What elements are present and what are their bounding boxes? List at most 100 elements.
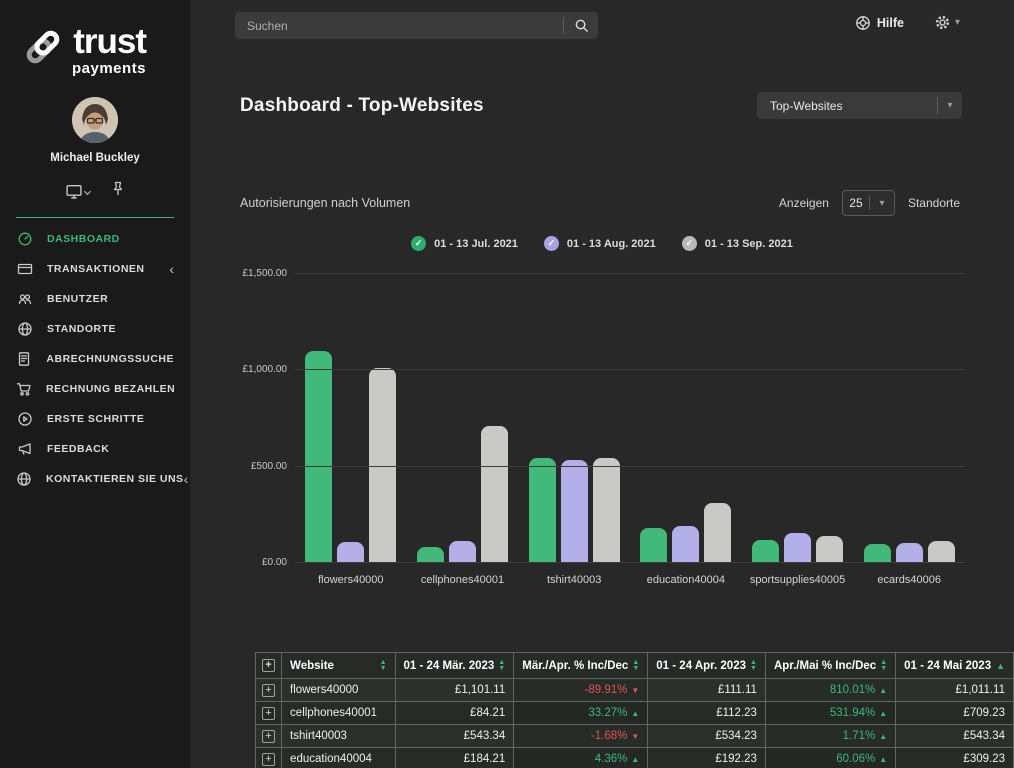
pin-button[interactable]: [110, 180, 126, 202]
table-row[interactable]: + tshirt40003 £543.34 -1.68% ▼ £534.23 1.71% ▲ £…: [254, 724, 1014, 748]
bar[interactable]: [369, 368, 397, 563]
bar-group: [518, 274, 630, 563]
bar[interactable]: [528, 458, 556, 563]
cart-icon: [16, 381, 32, 398]
sidebar-item-benutzer[interactable]: BENUTZER: [0, 284, 190, 314]
bar-group: [295, 274, 407, 563]
chevron-down-icon: ▾: [879, 197, 885, 209]
amount-cell: £1,101.11: [394, 678, 515, 702]
search-button[interactable]: [564, 12, 598, 39]
legend-item-jul[interactable]: ✓ 01 - 13 Jul. 2021: [411, 236, 518, 251]
page-size-select[interactable]: 25 ▾: [841, 190, 895, 216]
bar[interactable]: [784, 533, 812, 563]
sidebar-item-standorte[interactable]: STANDORTE: [0, 314, 190, 344]
logo-text-payments: payments: [72, 59, 147, 77]
y-axis-tick: £500.00: [250, 460, 287, 472]
bar[interactable]: [752, 539, 780, 563]
view-select[interactable]: Top-Websites ▾: [757, 92, 962, 119]
gridline: £1,500.00: [243, 268, 965, 279]
column-header-apr-mai-pct[interactable]: Apr./Mai % Inc/Dec ▲ ▼: [764, 652, 897, 679]
category-label: cellphones40001: [420, 574, 505, 586]
table-row[interactable]: + education40004 £184.21 4.36% ▲ £192.23 60.06…: [254, 747, 1014, 768]
y-axis-tick: £1,500.00: [242, 268, 288, 279]
expand-row-button[interactable]: +: [262, 683, 276, 697]
chevron-left-icon: ‹: [169, 261, 174, 277]
bar-group: [407, 274, 519, 563]
bar-groups: [295, 274, 965, 563]
bar[interactable]: [704, 503, 732, 563]
bar[interactable]: [449, 541, 476, 563]
sidebar-item-kontaktieren-sie-uns[interactable]: KONTAKTIEREN SIE UNS ‹: [0, 464, 190, 494]
display-mode-button[interactable]: [65, 183, 91, 200]
bar[interactable]: [417, 546, 444, 563]
amount-cell: £534.23: [647, 724, 766, 748]
transactions-icon: [16, 261, 33, 278]
chart-legend: ✓ 01 - 13 Jul. 2021 ✓ 01 - 13 Aug. 2021 …: [190, 236, 1014, 251]
search-input[interactable]: [235, 18, 563, 33]
expand-row-button[interactable]: +: [262, 752, 276, 766]
user-name: Michael Buckley: [50, 152, 140, 164]
bar[interactable]: [560, 460, 588, 563]
bar-group: [853, 274, 965, 563]
users-icon: [16, 291, 33, 308]
expand-all-button[interactable]: +: [262, 659, 276, 672]
bar[interactable]: [640, 527, 668, 563]
expand-row-button[interactable]: +: [262, 729, 276, 743]
column-header-mai-2023[interactable]: 01 - 24 Mai 2023 ▲: [895, 652, 1014, 679]
category-label: education40004: [646, 574, 725, 586]
bar[interactable]: [305, 350, 333, 563]
sort-icon: ▲ ▼: [379, 659, 387, 672]
pin-icon: [113, 181, 122, 196]
table-header-row: + Website ▲ ▼ 01 - 24 Mär. 2023 ▲ ▼ Mär./Apr…: [254, 652, 1014, 679]
chevron-down-icon: [83, 187, 91, 195]
percent-cell: 4.36% ▲: [513, 747, 649, 768]
chart-title: Autorisierungen nach Volumen: [240, 196, 411, 210]
sort-icon: ▲ ▼: [498, 659, 506, 672]
bar[interactable]: [895, 543, 923, 563]
sidebar-item-feedback[interactable]: FEEDBACK: [0, 434, 190, 464]
legend-item-sep[interactable]: ✓ 01 - 13 Sep. 2021: [681, 236, 793, 251]
column-header-website[interactable]: Website ▲ ▼: [281, 652, 396, 679]
amount-cell: £111.11: [647, 678, 766, 702]
table-row[interactable]: + cellphones40001 £84.21 33.27% ▲ £112.23 531.…: [254, 701, 1014, 725]
column-header-mar-apr-pct[interactable]: Mär./Apr. % Inc/Dec ▲ ▼: [513, 652, 649, 679]
sidebar-item-abrechnungssuche[interactable]: ABRECHNUNGSSUCHE: [0, 344, 190, 374]
settings-button[interactable]: ▾: [934, 14, 960, 31]
avatar[interactable]: [72, 97, 118, 143]
bar[interactable]: [863, 543, 891, 563]
monitor-icon: [65, 184, 82, 199]
chart-plot: £1,500.00 £1,000.00 £500.00 £0.00: [243, 268, 965, 568]
bar[interactable]: [592, 458, 620, 563]
bar[interactable]: [672, 525, 700, 563]
help-button[interactable]: Hilfe: [855, 15, 904, 31]
amount-cell: £543.34: [394, 724, 515, 748]
category-label: ecards40006: [877, 574, 941, 586]
column-header-apr-2023[interactable]: 01 - 24 Apr. 2023 ▲ ▼: [647, 652, 766, 679]
websites-table: + Website ▲ ▼ 01 - 24 Mär. 2023 ▲ ▼ Mär./Apr…: [254, 652, 1014, 768]
sidebar: trust payments Michael Buckley: [0, 0, 190, 768]
bar-group: [742, 274, 854, 563]
sort-icon: ▲ ▼: [880, 659, 888, 672]
search-icon: [575, 19, 588, 32]
check-icon: ✓: [543, 236, 559, 251]
sidebar-item-transaktionen[interactable]: TRANSAKTIONEN ‹: [0, 254, 190, 284]
column-header-mar-2023[interactable]: 01 - 24 Mär. 2023 ▲ ▼: [394, 652, 515, 679]
bar[interactable]: [337, 541, 365, 563]
main-content: Hilfe ▾ Dashboard - Top-Websites Top-Web…: [190, 0, 1014, 768]
chevron-down-icon: ▾: [947, 100, 953, 111]
amount-cell: £709.23: [895, 701, 1014, 725]
expand-row-button[interactable]: +: [262, 706, 276, 720]
category-label: flowers40000: [318, 574, 384, 586]
legend-item-aug[interactable]: ✓ 01 - 13 Aug. 2021: [543, 236, 656, 251]
sidebar-item-rechnung-bezahlen[interactable]: RECHNUNG BEZAHLEN: [0, 374, 190, 404]
bar[interactable]: [816, 536, 844, 563]
bar[interactable]: [481, 426, 508, 563]
website-cell: tshirt40003: [281, 724, 396, 748]
website-cell: education40004: [281, 747, 396, 768]
sidebar-item-dashboard[interactable]: DASHBOARD: [0, 224, 190, 254]
bar[interactable]: [927, 540, 955, 563]
table-row[interactable]: + flowers40000 £1,101.11 -89.91% ▼ £111.11 810…: [254, 678, 1014, 702]
percent-cell: 810.01% ▲: [764, 678, 897, 702]
sidebar-item-erste-schritte[interactable]: ERSTE SCHRITTE: [0, 404, 190, 434]
help-icon: [856, 15, 870, 30]
